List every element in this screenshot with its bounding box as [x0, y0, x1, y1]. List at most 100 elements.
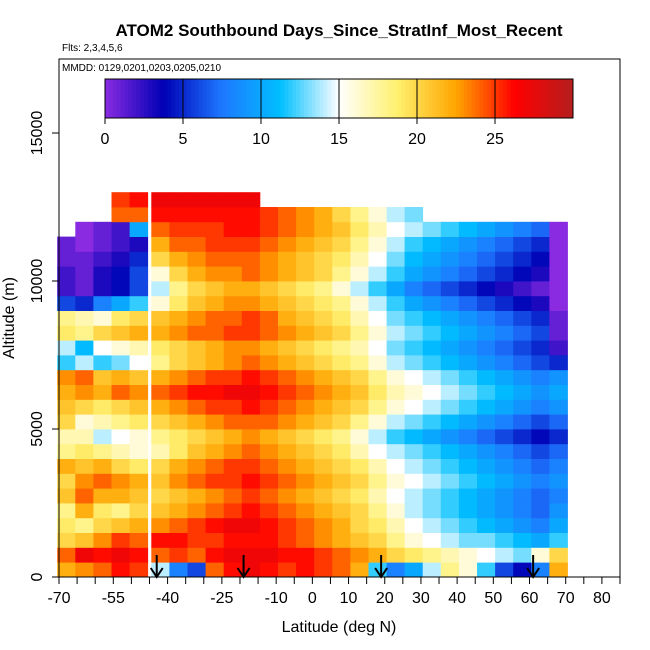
heat-cell: [129, 547, 149, 563]
heat-cell: [187, 251, 206, 267]
heat-cell: [129, 458, 149, 474]
heat-cell: [368, 503, 387, 519]
heat-cell: [477, 251, 496, 267]
heat-cell: [440, 266, 460, 282]
heat-cell: [477, 562, 496, 578]
heat-cell: [513, 414, 532, 430]
heat-cell: [169, 192, 188, 208]
heat-cell: [93, 236, 112, 252]
heat-cell: [531, 355, 550, 371]
heat-cell: [458, 310, 478, 326]
colorbar-segment: [253, 79, 258, 118]
heat-cell: [368, 251, 387, 267]
heat-cell: [458, 443, 478, 459]
heat-cell: [477, 443, 496, 459]
heat-cell: [296, 547, 315, 563]
heat-cell: [259, 221, 279, 237]
heat-cell: [495, 251, 514, 267]
heat-cell: [169, 517, 188, 533]
heat-cell: [296, 281, 315, 297]
heat-cell: [513, 443, 532, 459]
heat-cell: [332, 443, 351, 459]
colorbar-segment: [249, 79, 254, 118]
heat-cell: [350, 399, 369, 415]
heat-cell: [495, 547, 514, 563]
heat-cell: [111, 340, 130, 356]
heat-cell: [513, 266, 532, 282]
heat-cell: [477, 488, 496, 504]
heat-cell: [75, 355, 94, 371]
heat-cell: [458, 325, 478, 341]
colorbar-segment: [381, 79, 387, 118]
heat-cell: [531, 532, 550, 548]
heat-cell: [368, 547, 387, 563]
heat-cell: [169, 207, 188, 223]
heat-cell: [458, 503, 478, 519]
heat-cell: [404, 488, 424, 504]
heat-cell: [169, 251, 188, 267]
heat-cell: [278, 281, 297, 297]
heat-cell: [549, 221, 568, 237]
heat-cell: [531, 399, 550, 415]
heat-cell: [440, 221, 460, 237]
colorbar-segment: [424, 79, 430, 118]
heat-cell: [314, 473, 333, 489]
colorbar-segment: [229, 79, 235, 118]
heat-cell: [75, 325, 94, 341]
heat-cell: [259, 325, 279, 341]
colorbar-segment: [280, 79, 285, 118]
heat-cell: [278, 562, 297, 578]
heat-cell: [549, 325, 568, 341]
heat-cell: [205, 458, 225, 474]
colorbar-segment: [175, 79, 180, 118]
heat-cell: [386, 340, 406, 356]
heat-cell: [296, 532, 315, 548]
heat-cell: [549, 458, 568, 474]
colorbar-segment: [288, 79, 293, 118]
heat-cell: [458, 458, 478, 474]
heat-cell: [422, 429, 442, 445]
heat-cell: [404, 325, 424, 341]
heat-cell: [169, 295, 188, 311]
heat-cell: [93, 443, 112, 459]
heat-cell: [187, 399, 206, 415]
heat-cell: [259, 236, 279, 252]
heat-cell: [169, 443, 188, 459]
heat-cell: [350, 517, 369, 533]
heat-cell: [368, 429, 387, 445]
heat-cell: [278, 443, 297, 459]
colorbar-segment: [222, 79, 227, 118]
heat-cell: [495, 562, 514, 578]
heat-cell: [368, 355, 387, 371]
heat-cell: [422, 295, 442, 311]
heat-cell: [404, 295, 424, 311]
heat-cell: [205, 532, 225, 548]
colorbar-segment: [510, 79, 515, 118]
colorbar-tick-label: 0: [101, 131, 110, 148]
heat-cell: [422, 488, 442, 504]
heat-cell: [332, 207, 351, 223]
heat-cell: [404, 443, 424, 459]
colorbar-segment: [534, 79, 539, 118]
heat-cell: [549, 340, 568, 356]
heat-cell: [57, 429, 76, 445]
heat-cell: [332, 221, 351, 237]
colorbar-segment: [452, 79, 457, 118]
colorbar-segment: [108, 79, 114, 118]
heat-cell: [332, 414, 351, 430]
heat-cell: [314, 399, 333, 415]
heat-cell: [422, 517, 442, 533]
heat-cell: [513, 325, 532, 341]
heat-cell: [205, 517, 225, 533]
heat-cell: [386, 221, 406, 237]
colorbar-segment: [292, 79, 297, 118]
heat-cell: [93, 340, 112, 356]
heat-cell: [57, 369, 76, 385]
heat-cell: [205, 369, 225, 385]
heat-cell: [314, 429, 333, 445]
heat-cell: [187, 266, 206, 282]
heat-cell: [111, 414, 130, 430]
colorbar-segment: [116, 79, 122, 118]
heat-cell: [93, 266, 112, 282]
heat-cell: [129, 399, 149, 415]
